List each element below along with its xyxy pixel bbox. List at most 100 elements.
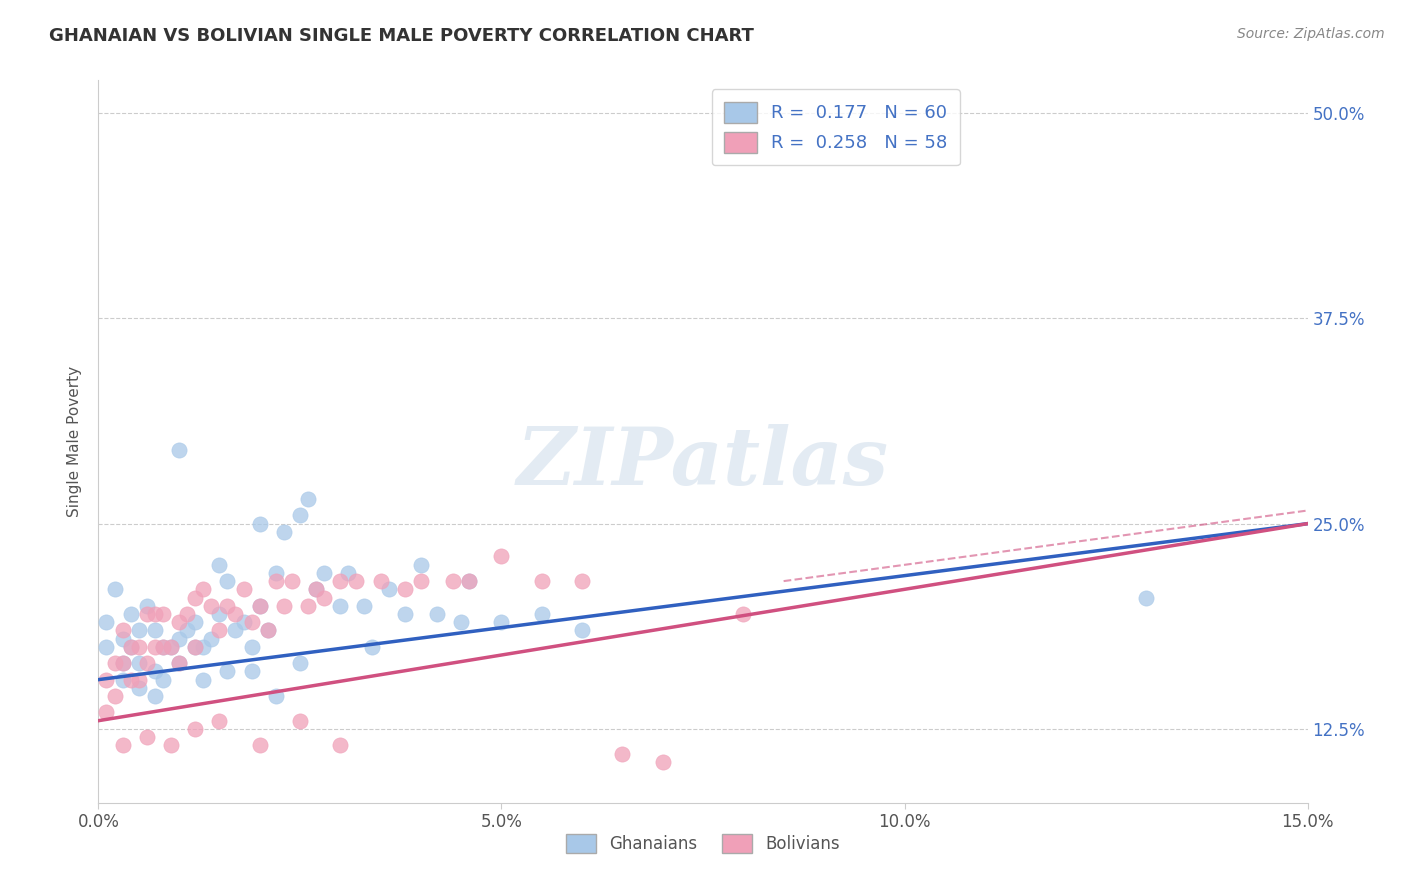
Point xyxy=(152,673,174,687)
Point xyxy=(120,640,142,654)
Point xyxy=(135,607,157,621)
Point xyxy=(193,640,215,654)
Point xyxy=(273,599,295,613)
Point xyxy=(200,632,222,646)
Point xyxy=(224,607,246,621)
Point xyxy=(249,739,271,753)
Point xyxy=(256,624,278,638)
Text: GHANAIAN VS BOLIVIAN SINGLE MALE POVERTY CORRELATION CHART: GHANAIAN VS BOLIVIAN SINGLE MALE POVERTY… xyxy=(49,27,754,45)
Point xyxy=(128,657,150,671)
Point xyxy=(120,640,142,654)
Point xyxy=(297,491,319,506)
Point xyxy=(491,549,513,564)
Point xyxy=(128,673,150,687)
Point xyxy=(288,714,311,728)
Point xyxy=(288,508,311,523)
Point xyxy=(193,582,215,597)
Point xyxy=(103,657,125,671)
Point xyxy=(305,582,328,597)
Point xyxy=(111,632,134,646)
Point xyxy=(240,640,263,654)
Point xyxy=(103,689,125,703)
Point xyxy=(353,599,375,613)
Point xyxy=(273,524,295,539)
Point xyxy=(128,681,150,695)
Point xyxy=(249,599,271,613)
Point xyxy=(571,574,593,588)
Point xyxy=(184,722,207,736)
Point xyxy=(370,574,392,588)
Point xyxy=(441,574,464,588)
Point xyxy=(111,657,134,671)
Point xyxy=(128,624,150,638)
Point xyxy=(176,624,198,638)
Point xyxy=(264,574,287,588)
Point xyxy=(193,673,215,687)
Point xyxy=(217,599,239,613)
Point xyxy=(305,582,328,597)
Point xyxy=(1135,591,1157,605)
Point xyxy=(329,599,352,613)
Point xyxy=(217,665,239,679)
Point xyxy=(176,607,198,621)
Point xyxy=(232,615,254,630)
Point xyxy=(409,558,432,572)
Point xyxy=(394,582,416,597)
Point xyxy=(458,574,481,588)
Point xyxy=(409,574,432,588)
Point xyxy=(143,640,166,654)
Point xyxy=(337,566,360,580)
Point xyxy=(184,640,207,654)
Point xyxy=(143,665,166,679)
Point xyxy=(530,607,553,621)
Point xyxy=(152,640,174,654)
Legend: Ghanaians, Bolivians: Ghanaians, Bolivians xyxy=(560,827,846,860)
Point xyxy=(264,566,287,580)
Point xyxy=(111,673,134,687)
Point xyxy=(314,591,336,605)
Point xyxy=(256,624,278,638)
Point xyxy=(288,657,311,671)
Point xyxy=(571,624,593,638)
Point xyxy=(314,566,336,580)
Point xyxy=(651,755,673,769)
Point xyxy=(208,624,231,638)
Point xyxy=(450,615,472,630)
Point xyxy=(143,689,166,703)
Point xyxy=(96,673,118,687)
Point xyxy=(217,574,239,588)
Point xyxy=(128,640,150,654)
Point xyxy=(281,574,304,588)
Point xyxy=(249,516,271,531)
Point xyxy=(103,582,125,597)
Point xyxy=(96,640,118,654)
Point xyxy=(240,615,263,630)
Point xyxy=(167,632,190,646)
Point xyxy=(152,607,174,621)
Point xyxy=(111,739,134,753)
Point xyxy=(167,657,190,671)
Point xyxy=(297,599,319,613)
Point xyxy=(135,730,157,744)
Y-axis label: Single Male Poverty: Single Male Poverty xyxy=(67,366,83,517)
Point xyxy=(240,665,263,679)
Point xyxy=(96,706,118,720)
Point xyxy=(160,640,183,654)
Point xyxy=(111,657,134,671)
Point xyxy=(111,624,134,638)
Point xyxy=(167,442,190,457)
Point xyxy=(249,599,271,613)
Point xyxy=(184,615,207,630)
Point xyxy=(152,640,174,654)
Point xyxy=(120,673,142,687)
Point xyxy=(208,558,231,572)
Point xyxy=(120,607,142,621)
Point xyxy=(96,615,118,630)
Point xyxy=(733,607,755,621)
Point xyxy=(160,739,183,753)
Point xyxy=(530,574,553,588)
Point xyxy=(143,624,166,638)
Point xyxy=(329,574,352,588)
Point xyxy=(344,574,367,588)
Point xyxy=(143,607,166,621)
